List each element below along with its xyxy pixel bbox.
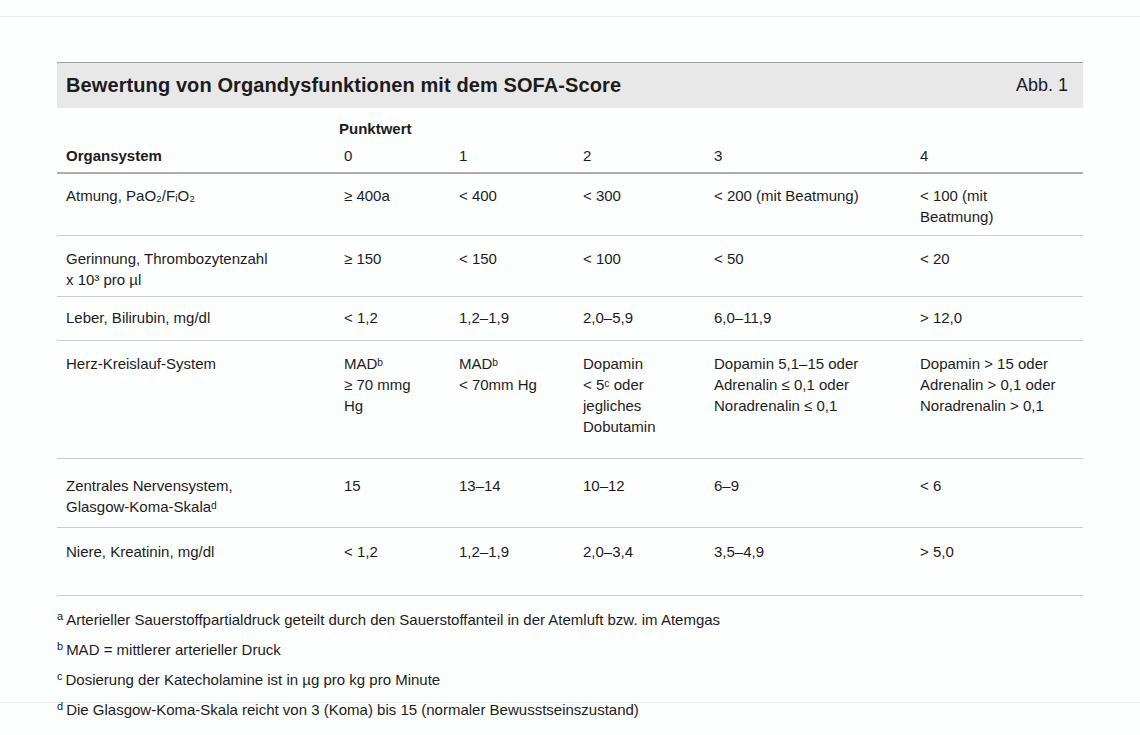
score-cell: Dopamin 5,1–15 oder Adrenalin ≤ 0,1 oder… (714, 341, 920, 459)
figure-title: Bewertung von Organdysfunktionen mit dem… (66, 74, 621, 97)
score-cell: 10–12 (583, 459, 714, 528)
score-cell: 6–9 (714, 459, 920, 528)
sofa-score-figure: Bewertung von Organdysfunktionen mit dem… (57, 62, 1083, 729)
footnote-marker: c (57, 666, 63, 687)
score-cell: 1,2–1,9 (459, 528, 583, 596)
score-cell: < 1,2 (344, 528, 459, 596)
table-row-zentrales-nervensystem: Zentrales Nervensystem, Glasgow-Koma-Ska… (57, 459, 1083, 528)
footnote-marker: a (57, 606, 63, 627)
score-cell: < 400 (459, 173, 583, 236)
footnote-marker: b (57, 636, 63, 657)
score-cell: Dopamin < 5ᶜ oder jegliches Dobutamin (583, 341, 714, 459)
column-header-score-2: 2 (583, 139, 714, 173)
footnote-text: MAD = mittlerer arterieller Druck (66, 641, 281, 658)
score-cell: < 6 (920, 459, 1083, 528)
organ-label: Niere, Kreatinin, mg/dl (57, 528, 344, 596)
score-cell: MADᵇ < 70mm Hg (459, 341, 583, 459)
document-page: Bewertung von Organdysfunktionen mit dem… (0, 0, 1140, 735)
table-row-herz-kreislauf: Herz-Kreislauf-System MADᵇ ≥ 70 mmg Hg M… (57, 341, 1083, 459)
score-cell: 15 (344, 459, 459, 528)
score-cell: 2,0–3,4 (583, 528, 714, 596)
score-cell: < 1,2 (344, 297, 459, 341)
table-row-gerinnung: Gerinnung, Thrombozytenzahl x 10³ pro µl… (57, 236, 1083, 297)
score-cell: < 200 (mit Beatmung) (714, 173, 920, 236)
table-row-leber: Leber, Bilirubin, mg/dl < 1,2 1,2–1,9 2,… (57, 297, 1083, 341)
table-row-atmung: Atmung, PaO₂/FᵢO₂ ≥ 400a < 400 < 300 < 2… (57, 173, 1083, 236)
points-header: Punktwert (339, 118, 1083, 139)
organ-label: Zentrales Nervensystem, Glasgow-Koma-Ska… (57, 459, 344, 528)
score-cell: ≥ 400a (344, 173, 459, 236)
column-header-organsystem: Organsystem (57, 139, 344, 173)
column-header-score-3: 3 (714, 139, 920, 173)
footnote-text: Arterieller Sauerstoffpartialdruck getei… (66, 611, 720, 628)
score-cell: 1,2–1,9 (459, 297, 583, 341)
organ-label: Herz-Kreislauf-System (57, 341, 344, 459)
organ-label: Gerinnung, Thrombozytenzahl x 10³ pro µl (57, 236, 344, 297)
page-top-rule (0, 16, 1140, 17)
score-cell: ≥ 150 (344, 236, 459, 297)
score-cell: > 5,0 (920, 528, 1083, 596)
score-cell: 2,0–5,9 (583, 297, 714, 341)
score-cell: 3,5–4,9 (714, 528, 920, 596)
sofa-score-table: Organsystem 0 1 2 3 4 Atmung, PaO₂/FᵢO₂ … (57, 139, 1083, 596)
footnote-a: aArterieller Sauerstoffpartialdruck gete… (57, 609, 1083, 632)
score-cell: < 300 (583, 173, 714, 236)
footnote-b: bMAD = mittlerer arterieller Druck (57, 639, 1083, 662)
footnote-d: dDie Glasgow-Koma-Skala reicht von 3 (Ko… (57, 699, 1083, 722)
score-cell: MADᵇ ≥ 70 mmg Hg (344, 341, 459, 459)
score-cell: < 50 (714, 236, 920, 297)
score-cell: > 12,0 (920, 297, 1083, 341)
footnote-c: cDosierung der Katecholamine ist in µg p… (57, 669, 1083, 692)
score-cell: < 20 (920, 236, 1083, 297)
organ-label: Leber, Bilirubin, mg/dl (57, 297, 344, 341)
footnote-marker: d (57, 696, 63, 717)
footnote-text: Die Glasgow-Koma-Skala reicht von 3 (Kom… (66, 701, 639, 718)
column-header-score-0: 0 (344, 139, 459, 173)
organ-label: Atmung, PaO₂/FᵢO₂ (57, 173, 344, 236)
score-cell: Dopamin > 15 oder Adrenalin > 0,1 oder N… (920, 341, 1083, 459)
footnotes-section: aArterieller Sauerstoffpartialdruck gete… (57, 609, 1083, 722)
table-row-niere: Niere, Kreatinin, mg/dl < 1,2 1,2–1,9 2,… (57, 528, 1083, 596)
score-cell: 6,0–11,9 (714, 297, 920, 341)
table-header-row: Organsystem 0 1 2 3 4 (57, 139, 1083, 173)
score-cell: < 100 (mit Beatmung) (920, 173, 1083, 236)
column-header-score-1: 1 (459, 139, 583, 173)
score-cell: < 150 (459, 236, 583, 297)
score-cell: 13–14 (459, 459, 583, 528)
figure-number-label: Abb. 1 (1016, 75, 1068, 96)
footnote-text: Dosierung der Katecholamine ist in µg pr… (66, 671, 441, 688)
column-header-score-4: 4 (920, 139, 1083, 173)
figure-title-bar: Bewertung von Organdysfunktionen mit dem… (57, 62, 1083, 108)
score-cell: < 100 (583, 236, 714, 297)
